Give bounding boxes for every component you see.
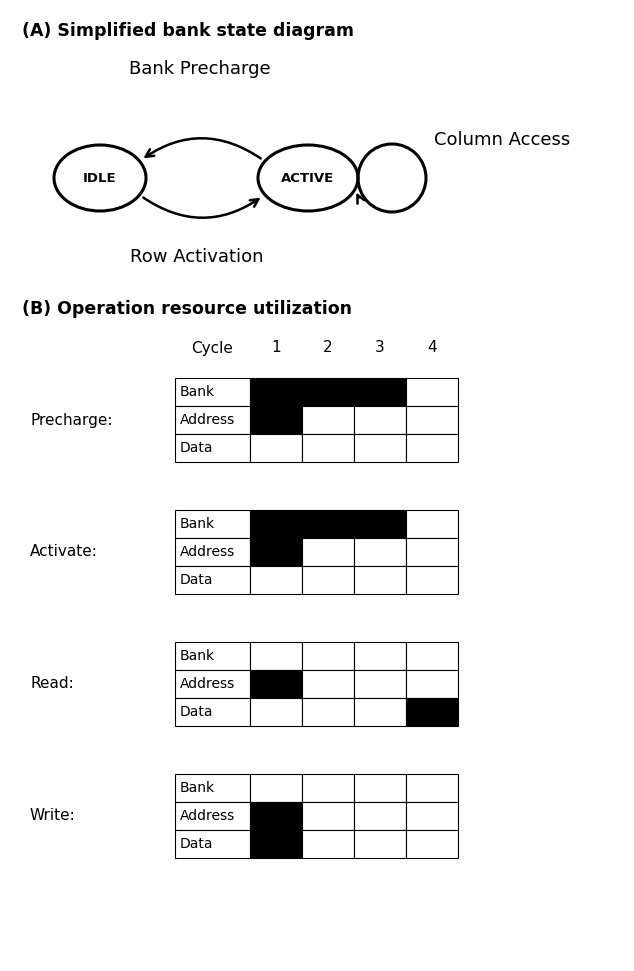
Bar [354,434,406,462]
Bar [354,670,406,698]
Bar [354,406,406,434]
Text: Bank: Bank [180,781,215,795]
Text: IDLE: IDLE [83,172,117,184]
Text: Activate:: Activate: [30,545,98,559]
Text: (B) Operation resource utilization: (B) Operation resource utilization [22,300,352,318]
Text: Read:: Read: [30,677,74,691]
Text: ACTIVE: ACTIVE [281,172,335,184]
Bar [406,538,458,566]
Text: Address: Address [180,677,235,691]
Bar [250,670,302,698]
Text: Data: Data [180,837,214,851]
Bar [406,510,458,538]
Bar [406,830,458,858]
Text: Address: Address [180,809,235,823]
Text: Write:: Write: [30,809,75,823]
Text: Cycle: Cycle [191,341,233,355]
Bar [302,378,354,406]
Bar [302,698,354,726]
Bar [302,510,354,538]
Bar [175,802,250,830]
Text: Data: Data [180,441,214,455]
Bar [406,698,458,726]
Bar [354,774,406,802]
Bar [406,566,458,594]
Bar [250,538,302,566]
Bar [250,434,302,462]
Bar [175,510,250,538]
Bar [250,802,302,830]
Bar [175,566,250,594]
Bar [250,698,302,726]
Bar [250,378,302,406]
Text: Row Activation: Row Activation [130,248,264,266]
Text: Bank: Bank [180,649,215,663]
Bar [302,538,354,566]
Bar [354,642,406,670]
Bar [175,538,250,566]
Bar [406,434,458,462]
Bar [175,406,250,434]
Bar [302,830,354,858]
Bar [302,670,354,698]
Bar [175,698,250,726]
Text: Column Access: Column Access [434,131,570,149]
Bar [406,670,458,698]
Text: 1: 1 [271,341,281,355]
Bar [175,378,250,406]
Bar [406,774,458,802]
Text: Precharge:: Precharge: [30,413,112,427]
Text: Bank: Bank [180,517,215,531]
Bar [250,830,302,858]
Text: Address: Address [180,545,235,559]
Text: 4: 4 [427,341,437,355]
Bar [250,642,302,670]
Bar [406,378,458,406]
Bar [354,510,406,538]
Bar [175,642,250,670]
Bar [250,406,302,434]
Text: 3: 3 [375,341,385,355]
Bar [302,642,354,670]
Bar [354,830,406,858]
Bar [302,434,354,462]
Text: Address: Address [180,413,235,427]
Text: Data: Data [180,705,214,719]
Bar [175,434,250,462]
Bar [250,566,302,594]
Bar [406,642,458,670]
Bar [250,774,302,802]
Text: Bank: Bank [180,385,215,399]
Bar [175,670,250,698]
Bar [406,406,458,434]
Bar [175,774,250,802]
Bar [354,566,406,594]
Bar [354,538,406,566]
Text: 2: 2 [323,341,333,355]
Bar [302,566,354,594]
Bar [354,378,406,406]
Text: (A) Simplified bank state diagram: (A) Simplified bank state diagram [22,22,354,40]
Bar [175,830,250,858]
Text: Data: Data [180,573,214,587]
Bar [302,802,354,830]
Bar [302,774,354,802]
Bar [302,406,354,434]
Bar [354,802,406,830]
Bar [354,698,406,726]
Bar [406,802,458,830]
Bar [250,510,302,538]
Text: Bank Precharge: Bank Precharge [129,60,271,78]
